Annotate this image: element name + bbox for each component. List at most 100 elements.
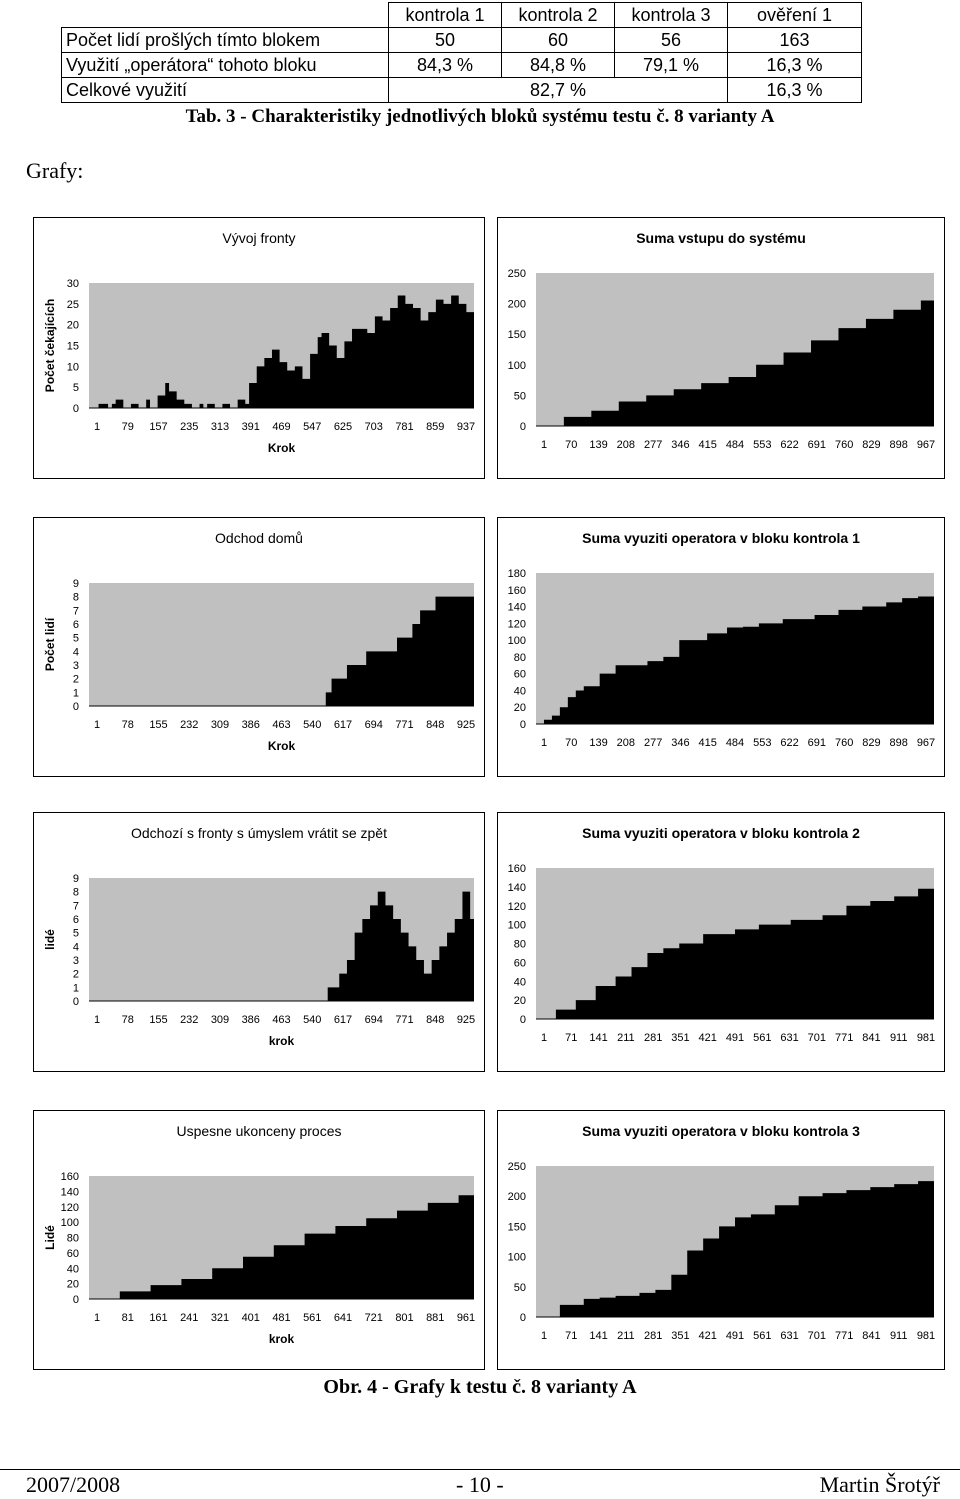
y-tick-label: 4 xyxy=(73,646,79,658)
table-corner xyxy=(61,2,389,28)
chart-svg: Suma vyuziti operatora v bloku kontrola … xyxy=(508,825,936,1044)
x-tick-label: 925 xyxy=(457,719,475,731)
x-tick-label: 139 xyxy=(589,737,607,749)
y-tick-label: 100 xyxy=(508,920,526,932)
y-tick-label: 0 xyxy=(73,701,79,713)
x-tick-label: 981 xyxy=(917,1330,935,1342)
x-tick-label: 78 xyxy=(122,719,134,731)
chart-queue-evolution: Vývoj fronty 0 5 10 15 20 25 30 1 79 157 235 313 391 4… xyxy=(33,217,485,479)
x-tick-label: 911 xyxy=(890,1032,908,1044)
y-tick-label: 150 xyxy=(508,329,526,341)
data-area xyxy=(536,886,934,1019)
y-tick-label: 1 xyxy=(73,687,79,699)
x-tick-label: 346 xyxy=(671,439,689,451)
table-header-cell: kontrola 3 xyxy=(614,2,728,28)
x-tick-label: 841 xyxy=(862,1032,880,1044)
y-tick-label: 120 xyxy=(508,901,526,913)
x-tick-label: 346 xyxy=(671,737,689,749)
y-tick-label: 20 xyxy=(67,1279,79,1291)
chart-util-kontrola-2: Suma vyuziti operatora v bloku kontrola … xyxy=(497,812,945,1072)
y-tick-label: 0 xyxy=(520,1312,526,1324)
table-cell: 84,8 % xyxy=(501,52,615,78)
data-area xyxy=(536,297,934,426)
x-tick-label: 721 xyxy=(365,1312,383,1324)
row-label: Počet lidí prošlých tímto blokem xyxy=(61,27,389,53)
x-tick-label: 277 xyxy=(644,737,662,749)
x-tick-label: 771 xyxy=(395,1014,413,1026)
x-tick-label: 232 xyxy=(180,719,198,731)
x-axis-label: krok xyxy=(269,1034,295,1048)
y-tick-label: 25 xyxy=(67,299,79,311)
y-tick-label: 100 xyxy=(61,1217,79,1229)
y-axis-label: Lidé xyxy=(43,1225,57,1250)
y-tick-label: 2 xyxy=(73,969,79,981)
x-tick-label: 157 xyxy=(149,421,167,433)
x-tick-label: 1 xyxy=(541,737,547,749)
y-tick-label: 10 xyxy=(67,361,79,373)
row-label: Celkové využití xyxy=(61,77,389,103)
x-tick-label: 553 xyxy=(753,737,771,749)
x-tick-label: 351 xyxy=(671,1032,689,1044)
x-tick-label: 161 xyxy=(149,1312,167,1324)
x-tick-label: 281 xyxy=(644,1032,662,1044)
x-tick-label: 211 xyxy=(617,1032,635,1044)
x-tick-label: 491 xyxy=(726,1330,744,1342)
x-tick-label: 829 xyxy=(862,737,880,749)
x-tick-label: 139 xyxy=(589,439,607,451)
x-tick-label: 631 xyxy=(780,1032,798,1044)
y-tick-label: 4 xyxy=(73,941,79,953)
y-tick-label: 120 xyxy=(508,618,526,630)
y-tick-label: 20 xyxy=(514,702,526,714)
x-tick-label: 391 xyxy=(242,421,260,433)
x-axis-label: krok xyxy=(269,1332,295,1346)
x-tick-label: 622 xyxy=(780,737,798,749)
chart-svg: Odchozí s fronty s úmyslem vrátit se zpě… xyxy=(43,825,475,1048)
x-tick-label: 277 xyxy=(644,439,662,451)
x-tick-label: 859 xyxy=(426,421,444,433)
x-tick-label: 691 xyxy=(808,439,826,451)
x-tick-label: 925 xyxy=(457,1014,475,1026)
x-tick-label: 701 xyxy=(808,1330,826,1342)
data-area xyxy=(536,1178,934,1317)
chart-svg: Suma vyuziti operatora v bloku kontrola … xyxy=(508,530,936,749)
chart-svg: Suma vyuziti operatora v bloku kontrola … xyxy=(508,1123,936,1342)
table-cell: 84,3 % xyxy=(388,52,502,78)
y-tick-label: 200 xyxy=(508,1191,526,1203)
x-tick-label: 313 xyxy=(211,421,229,433)
data-area xyxy=(89,1189,474,1299)
x-tick-label: 561 xyxy=(303,1312,321,1324)
y-tick-label: 250 xyxy=(508,268,526,280)
y-tick-label: 50 xyxy=(514,390,526,402)
chart-leave-return: Odchozí s fronty s úmyslem vrátit se zpě… xyxy=(33,812,485,1072)
figure-caption: Obr. 4 - Grafy k testu č. 8 varianty A xyxy=(323,1376,637,1398)
x-tick-label: 281 xyxy=(644,1330,662,1342)
y-tick-label: 180 xyxy=(508,568,526,580)
x-axis-label: Krok xyxy=(268,739,296,753)
table-cell: 16,3 % xyxy=(727,52,862,78)
row-label: Využití „operátora“ tohoto bloku xyxy=(61,52,389,78)
x-tick-label: 321 xyxy=(211,1312,229,1324)
x-tick-label: 81 xyxy=(122,1312,134,1324)
y-tick-label: 0 xyxy=(73,1294,79,1306)
x-tick-label: 155 xyxy=(149,1014,167,1026)
footer-divider xyxy=(0,1469,960,1470)
x-tick-label: 469 xyxy=(272,421,290,433)
y-tick-label: 5 xyxy=(73,633,79,645)
x-tick-label: 622 xyxy=(780,439,798,451)
table-cell: 56 xyxy=(614,27,728,53)
x-tick-label: 78 xyxy=(122,1014,134,1026)
y-tick-label: 0 xyxy=(73,996,79,1008)
x-tick-label: 848 xyxy=(426,1014,444,1026)
y-tick-label: 6 xyxy=(73,619,79,631)
x-tick-label: 71 xyxy=(565,1032,577,1044)
y-tick-label: 60 xyxy=(514,669,526,681)
y-tick-label: 0 xyxy=(520,719,526,731)
x-tick-label: 961 xyxy=(457,1312,475,1324)
x-tick-label: 967 xyxy=(917,439,935,451)
table-cell: 79,1 % xyxy=(614,52,728,78)
x-tick-label: 691 xyxy=(808,737,826,749)
y-tick-label: 100 xyxy=(508,1252,526,1264)
x-tick-label: 421 xyxy=(699,1032,717,1044)
x-tick-label: 484 xyxy=(726,439,744,451)
